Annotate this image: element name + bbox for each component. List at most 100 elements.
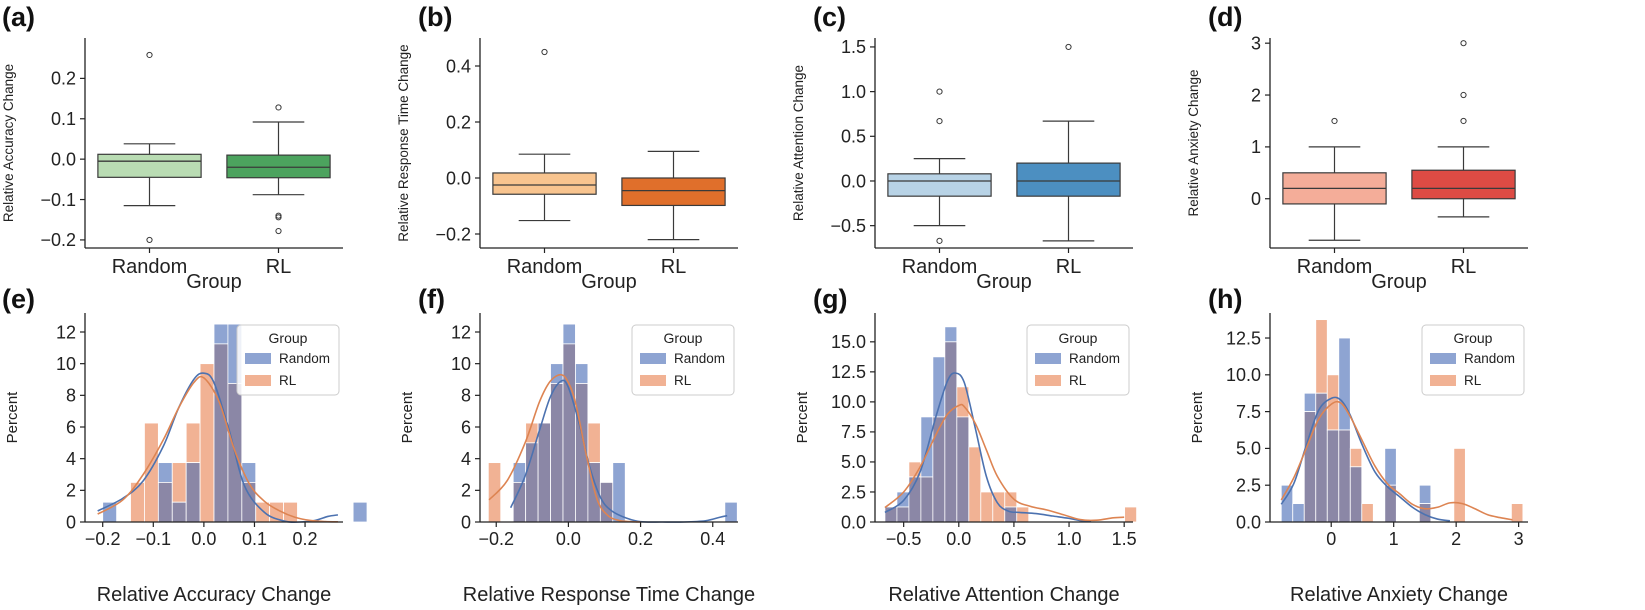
- x-tick-label: 0.2: [628, 529, 653, 549]
- y-tick-label: 0.2: [51, 69, 76, 89]
- x-category-label: RL: [1056, 256, 1082, 278]
- box-iqr: [621, 177, 726, 207]
- x-tick-label: 1.0: [1057, 529, 1082, 549]
- y-tick-label: 0: [461, 512, 471, 532]
- legend: Group Random RL: [236, 324, 340, 396]
- y-tick-label: 1.0: [841, 82, 866, 102]
- legend-title: Group: [1059, 330, 1098, 346]
- outlier-point: [275, 214, 282, 221]
- x-tick-label: −0.1: [136, 529, 172, 549]
- y-tick-label: 4: [461, 449, 471, 469]
- panel-letter: (g): [813, 284, 847, 314]
- panel-letter: (d): [1208, 2, 1242, 32]
- hist-bar-random: [1418, 484, 1432, 505]
- y-tick-label: 15.0: [831, 332, 866, 352]
- y-axis-label: Relative Accuracy Change: [1, 64, 16, 222]
- x-tick-label: 0.1: [242, 529, 267, 549]
- legend-label-rl: RL: [1069, 373, 1087, 388]
- y-tick-label: 5.0: [841, 452, 866, 472]
- hist-bar-overlap: [1004, 506, 1018, 523]
- y-tick-label: 0.4: [446, 56, 471, 76]
- x-tick-label: 0.0: [556, 529, 581, 549]
- legend-swatch-random: [1035, 353, 1061, 364]
- y-tick-label: 10: [56, 354, 76, 374]
- hist-bar-rl: [1124, 506, 1138, 523]
- hist-bar-rl: [968, 446, 982, 523]
- hist-bar-rl: [171, 462, 187, 503]
- panel-letter: (e): [2, 284, 35, 314]
- y-tick-label: 0: [1251, 189, 1261, 209]
- y-axis-label: Relative Response Time Change: [396, 44, 411, 241]
- outlier-point: [1460, 117, 1467, 125]
- legend: Group Random RL: [631, 324, 735, 396]
- hist-bar-random: [352, 501, 368, 523]
- x-category-label: Random: [1297, 256, 1373, 278]
- y-tick-label: 5.0: [1236, 439, 1261, 459]
- y-tick-label: 0.0: [51, 149, 76, 169]
- x-tick-label: 0.0: [191, 529, 216, 549]
- y-tick-label: 8: [461, 386, 471, 406]
- x-category-label: RL: [266, 256, 292, 278]
- x-axis-label: Relative Attention Change: [888, 584, 1119, 606]
- y-tick-label: 12.5: [831, 362, 866, 382]
- x-tick-label: −0.2: [478, 529, 514, 549]
- x-axis-label: Relative Accuracy Change: [97, 584, 332, 606]
- legend-label-rl: RL: [279, 373, 297, 388]
- y-tick-label: 12: [451, 322, 471, 342]
- y-tick-label: 7.5: [841, 422, 866, 442]
- panel-b: (b) −0.2 0.0 0.2 0.4 Random RL Group Relative Re…: [396, 2, 738, 293]
- kde-line-rl: [1280, 400, 1513, 521]
- hist-bar-random: [920, 416, 934, 478]
- legend-title: Group: [1454, 330, 1493, 346]
- hist-bar-overlap: [537, 422, 551, 523]
- box-iqr: [97, 153, 202, 178]
- y-tick-label: 12: [56, 322, 76, 342]
- box-iqr: [887, 173, 992, 197]
- outlier-point: [936, 88, 943, 95]
- hist-bar-rl: [283, 501, 298, 523]
- hist-bar-random: [944, 326, 958, 343]
- outlier-point: [146, 51, 153, 59]
- hist-bar-rl: [144, 422, 159, 523]
- legend-swatch-random: [640, 353, 666, 364]
- x-axis-label: Group: [976, 271, 1032, 293]
- box-iqr: [1411, 169, 1516, 200]
- hist-bar-random: [1338, 337, 1351, 431]
- y-tick-label: 8: [66, 386, 76, 406]
- legend-label-rl: RL: [1464, 373, 1482, 388]
- hist-bar-rl: [1453, 448, 1466, 523]
- outlier-point: [275, 227, 282, 235]
- panel-h: (h) 0.0 2.5 5.0 7.5 10.0 12.5 0 1 2 3 Relative Anxi…: [1189, 284, 1528, 606]
- hist-bar-overlap: [896, 506, 910, 523]
- legend-swatch-rl: [1430, 375, 1456, 386]
- x-category-label: Random: [112, 256, 188, 278]
- outlier-point: [1460, 40, 1467, 47]
- y-tick-label: 4: [66, 449, 76, 469]
- hist-bar-rl: [1361, 503, 1374, 523]
- y-tick-label: −0.1: [40, 190, 76, 210]
- y-axis-label: Relative Attention Change: [791, 65, 806, 221]
- y-tick-label: 1: [1251, 137, 1261, 157]
- hist-bar-random: [213, 323, 229, 345]
- hist-bar-overlap: [956, 416, 970, 523]
- outlier-point: [1460, 91, 1467, 99]
- hist-bar-rl: [1349, 448, 1363, 468]
- legend-title: Group: [664, 330, 703, 346]
- hist-bar-overlap: [213, 343, 229, 523]
- y-tick-label: 1.5: [841, 37, 866, 57]
- x-category-label: RL: [1451, 256, 1477, 278]
- box-rl: [1016, 43, 1121, 242]
- hist-bar-random: [575, 363, 589, 384]
- x-tick-label: 1: [1389, 529, 1399, 549]
- legend-label-random: Random: [1069, 351, 1120, 366]
- x-category-label: Random: [902, 256, 978, 278]
- legend-label-rl: RL: [674, 373, 692, 388]
- panel-letter: (b): [418, 2, 452, 32]
- outlier-point: [146, 236, 153, 244]
- panel-e: (e) 0 2 4 6 8 10 12 −0.2 −0.1 0.0 0.1 0.2 Relative Ac…: [2, 284, 368, 606]
- x-tick-label: 0.5: [1001, 529, 1026, 549]
- box-rl: [226, 104, 331, 235]
- legend-swatch-rl: [1035, 375, 1061, 386]
- panel-letter: (a): [2, 2, 35, 32]
- y-tick-label: −0.2: [435, 224, 471, 244]
